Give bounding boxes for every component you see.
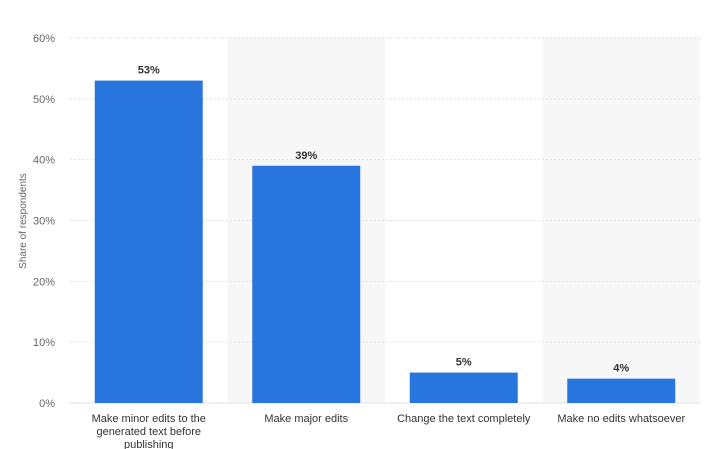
x-tick-label: Make major edits (264, 413, 348, 425)
bar (409, 372, 518, 403)
y-axis-title: Share of respondents (18, 173, 29, 269)
y-tick-label: 50% (33, 94, 55, 106)
bar (567, 378, 676, 403)
bar (94, 80, 203, 403)
y-tick-label: 40% (33, 155, 55, 167)
column-band (542, 38, 700, 403)
y-tick-label: 30% (33, 216, 55, 228)
x-axis-labels: Make minor edits to the generated text be… (92, 413, 686, 449)
y-tick-label: 0% (39, 398, 55, 410)
y-axis-ticks: 0% 10% 20% 30% 40% 50% 60% (33, 33, 55, 410)
data-label: 5% (456, 357, 472, 369)
x-tick-label: Make minor edits to the generated text be… (92, 413, 206, 449)
bars (94, 80, 676, 403)
y-tick-label: 60% (33, 33, 55, 45)
data-label: 4% (613, 363, 629, 375)
data-labels: 53% 39% 5% 4% (138, 65, 630, 375)
data-label: 53% (138, 65, 160, 77)
x-tick-label: Make no edits whatsoever (557, 413, 685, 425)
y-tick-label: 10% (33, 337, 55, 349)
bar (252, 165, 361, 403)
data-label: 39% (295, 150, 317, 162)
y-tick-label: 20% (33, 276, 55, 288)
x-tick-label: Change the text completely (397, 413, 531, 425)
